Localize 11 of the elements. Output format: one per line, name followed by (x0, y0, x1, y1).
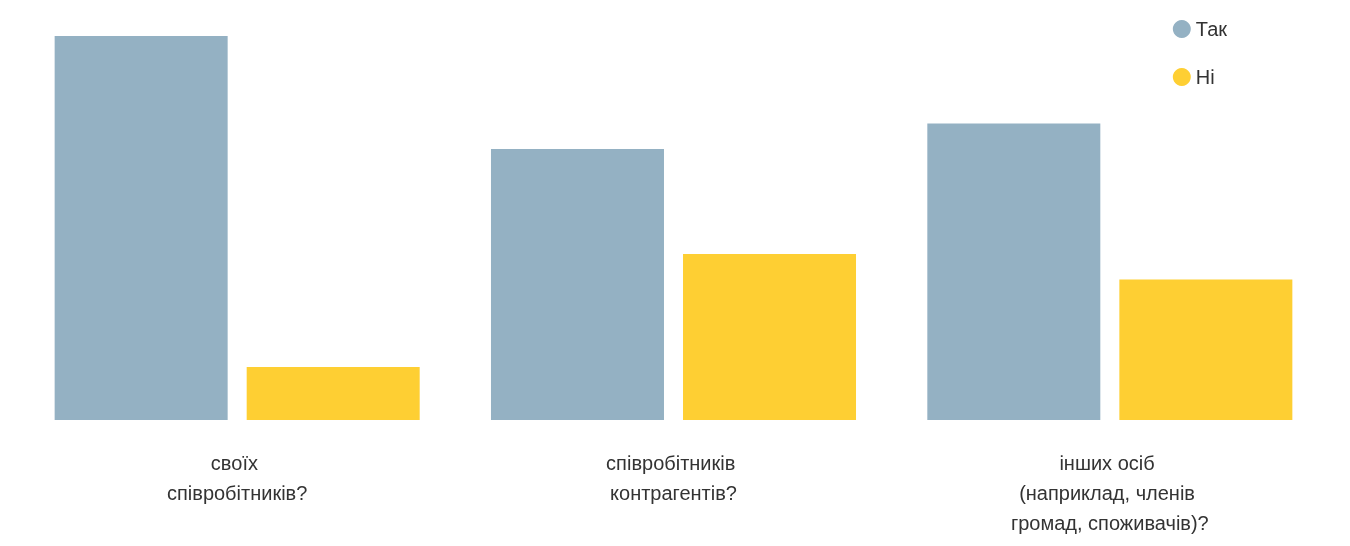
bar (683, 254, 857, 420)
legend-label: Так (1195, 18, 1228, 40)
x-tick-label: співробітників контрагентів? (606, 452, 741, 504)
legend-label: Ні (1195, 66, 1215, 88)
bar (246, 367, 420, 420)
x-tick-label: інших осіб (наприклад, членів громад, споживачів)? (1010, 452, 1209, 534)
x-tick-label: своїх співробітників? (166, 452, 308, 504)
bar (1119, 279, 1293, 420)
bar (54, 36, 228, 420)
bar (490, 148, 664, 420)
bar (927, 123, 1101, 420)
